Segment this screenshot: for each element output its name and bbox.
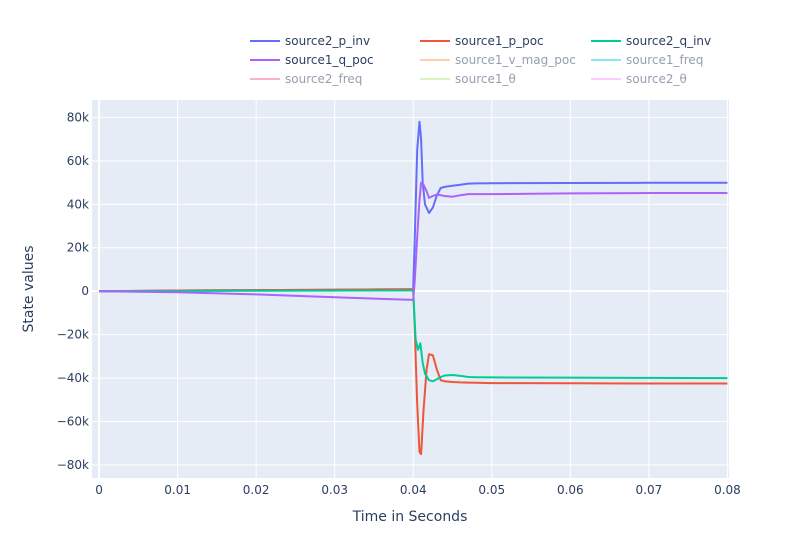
legend: source2_p_inv source1_p_poc source2_q_invs…	[250, 34, 711, 86]
x-tick-label: 0.02	[243, 483, 270, 497]
legend-label: source1_freq	[626, 53, 703, 67]
legend-item[interactable]: source1_v_mag_poc	[420, 53, 576, 67]
y-tick-label: 0	[81, 284, 89, 298]
y-tick-label: 20k	[67, 241, 89, 255]
legend-item[interactable]: source2_q_inv	[591, 34, 711, 48]
y-tick-label: −40k	[57, 371, 89, 385]
x-tick-label: 0.07	[636, 483, 663, 497]
x-tick-label: 0.01	[164, 483, 191, 497]
legend-item[interactable]: source2_p_inv	[250, 34, 370, 48]
series-line-source1_q_poc	[99, 181, 728, 301]
legend-label: source1_p_poc	[455, 34, 544, 48]
y-tick-label: 40k	[67, 197, 89, 211]
y-tick-label: −60k	[57, 415, 89, 429]
legend-label: source1_v_mag_poc	[455, 53, 576, 67]
series-line-source2_q_inv	[99, 289, 728, 383]
x-tick-label: 0.04	[400, 483, 427, 497]
x-axis-ticks: 0 0.01 0.02 0.03 0.04 0.05 0.06 0.07 0.08	[95, 483, 741, 497]
y-axis-title: State values	[21, 245, 37, 332]
x-axis-title: Time in Seconds	[352, 509, 468, 525]
legend-label: source1_θ	[455, 72, 516, 86]
legend-item[interactable]: source1_freq	[591, 53, 703, 67]
x-tick-label: 0.08	[714, 483, 741, 497]
y-tick-label: −80k	[57, 458, 89, 472]
series-lines	[99, 120, 728, 456]
legend-item[interactable]: source2_freq	[250, 72, 362, 86]
legend-item[interactable]: source1_p_poc	[420, 34, 544, 48]
legend-label: source1_q_poc	[285, 53, 374, 67]
x-tick-label: 0.03	[321, 483, 348, 497]
legend-item[interactable]: source1_θ	[420, 72, 516, 86]
x-tick-label: 0	[95, 483, 103, 497]
legend-item[interactable]: source1_q_poc	[250, 53, 374, 67]
legend-item[interactable]: source2_θ	[591, 72, 687, 86]
legend-background	[245, 28, 730, 90]
legend-label: source2_θ	[626, 72, 687, 86]
y-tick-label: 80k	[67, 110, 89, 124]
legend-label: source2_freq	[285, 72, 362, 86]
y-tick-label: −20k	[57, 328, 89, 342]
y-tick-label: 60k	[67, 154, 89, 168]
legend-label: source2_q_inv	[626, 34, 711, 48]
legend-label: source2_p_inv	[285, 34, 370, 48]
x-tick-label: 0.06	[557, 483, 584, 497]
series-line-source1_p_poc	[99, 288, 728, 456]
y-axis-ticks: −80k −60k −40k −20k 0 20k 40k 60k 80k	[57, 110, 89, 472]
x-tick-label: 0.05	[478, 483, 505, 497]
